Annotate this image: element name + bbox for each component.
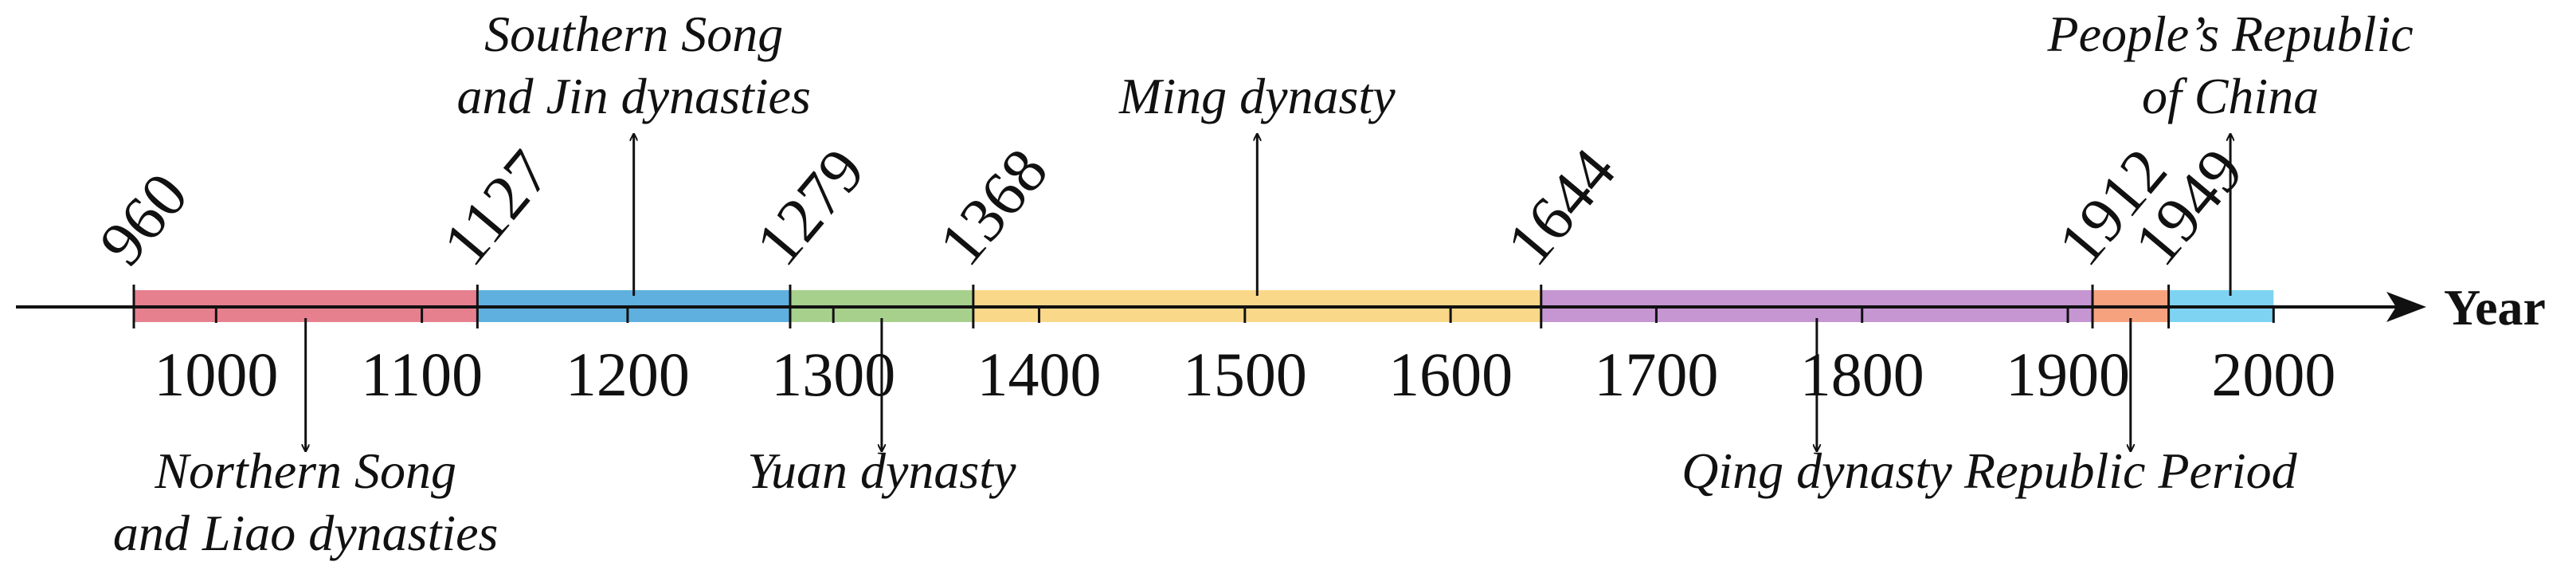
axis-title: Year bbox=[2444, 279, 2546, 336]
axis-tick-label: 1900 bbox=[2006, 340, 2130, 409]
boundary-year-label: 1127 bbox=[430, 138, 564, 279]
axis-tick-label: 2000 bbox=[2211, 340, 2335, 409]
period-label: Ming dynasty bbox=[1118, 68, 1396, 124]
axis-tick-label: 1100 bbox=[361, 340, 483, 409]
period-label: and Jin dynasties bbox=[456, 68, 810, 124]
axis-tick-label: 1300 bbox=[771, 340, 895, 409]
boundary-year-label: 1279 bbox=[742, 136, 878, 278]
period-label: Yuan dynasty bbox=[747, 442, 1016, 499]
axis-ticks: 1000 1100 1200 1300 1400 1500 1600 1700 1800 1900… bbox=[154, 307, 2335, 409]
axis-tick-label: 1000 bbox=[154, 340, 278, 409]
boundary-year-label: 1644 bbox=[1494, 136, 1629, 278]
period-label: Republic Period bbox=[1963, 442, 2298, 499]
axis-tick-label: 1800 bbox=[1800, 340, 1924, 409]
period-label: and Liao dynasties bbox=[113, 505, 499, 561]
boundary-year-label: 1368 bbox=[926, 136, 1061, 278]
period-label: Southern Song bbox=[484, 6, 783, 62]
axis-tick-label: 1600 bbox=[1388, 340, 1513, 409]
period-label: Northern Song bbox=[154, 442, 456, 499]
axis-tick-label: 1700 bbox=[1594, 340, 1718, 409]
period-label: of China bbox=[2142, 68, 2319, 124]
axis-tick-label: 1400 bbox=[977, 340, 1102, 409]
boundary-year-label: 960 bbox=[86, 160, 202, 278]
time-axis: Year bbox=[16, 279, 2546, 336]
axis-arrowhead bbox=[2386, 292, 2426, 322]
axis-tick-label: 1200 bbox=[566, 340, 690, 409]
period-labels: Northern Song and Liao dynasties Southern … bbox=[113, 6, 2414, 561]
axis-tick-label: 1500 bbox=[1183, 340, 1307, 409]
period-label: Qing dynasty bbox=[1681, 442, 1952, 499]
period-label: People’s Republic bbox=[2047, 6, 2414, 62]
